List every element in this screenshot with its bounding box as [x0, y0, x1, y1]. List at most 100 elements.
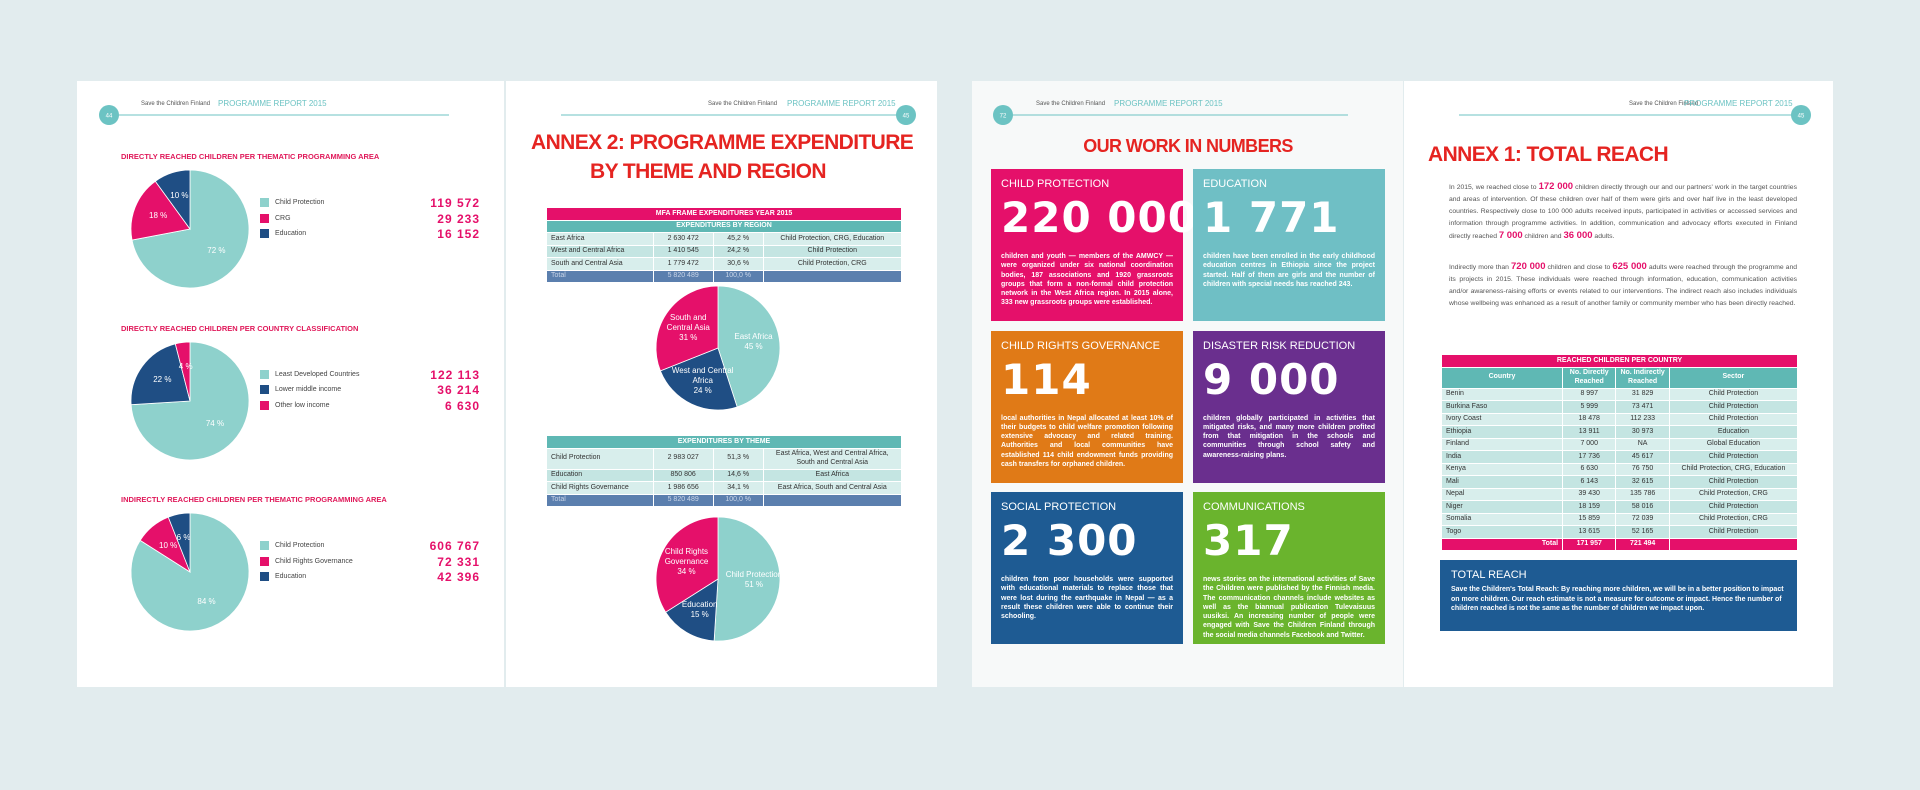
table-cell: 17 736 [1562, 450, 1617, 464]
table-header: No. Directly Reached [1562, 366, 1617, 389]
chart-title: DIRECTLY REACHED CHILDREN PER COUNTRY CL… [121, 323, 359, 333]
table-cell: 13 615 [1562, 525, 1617, 539]
table-total-cell [762, 493, 903, 507]
table-cell: 112 233 [1615, 412, 1670, 426]
legend-swatch [260, 400, 269, 410]
table-total-cell: 5 820 489 [652, 269, 714, 283]
table-cell: 14,6 % [712, 468, 764, 482]
page-number: 72 [1000, 114, 1007, 120]
table-cell: Togo [1440, 525, 1564, 539]
slice-percent: 4 % [178, 361, 193, 371]
legend-label: Least Developed Countries [275, 370, 360, 378]
pie-slice [130, 180, 191, 241]
table-total-cell: Total [1440, 537, 1564, 551]
page-title: ANNEX 1: TOTAL REACH [1428, 143, 1669, 166]
slice-label: West and Central Africa 24 % [672, 366, 734, 396]
legend-label: Child Rights Governance [275, 557, 353, 565]
pie-slice [154, 169, 191, 231]
page: 44 Save the Children Finland PROGRAMME REP… [77, 81, 504, 687]
page-title: OUR WORK IN NUMBERS [1083, 136, 1293, 156]
table-cell: 73 471 [1615, 400, 1670, 414]
slice-label: 84 % [197, 597, 215, 607]
table-cell: Child Protection, CRG [1668, 487, 1799, 501]
paragraph-text: children and [1522, 233, 1564, 240]
table-row: East Africa 2 630 472 45,2 % Child Protecti… [546, 232, 903, 246]
table-cell: Mali [1440, 475, 1564, 489]
table-title-row: MFA FRAME EXPENDITURES YEAR 2015 [546, 207, 902, 221]
table-cell: Finland [1440, 437, 1564, 451]
slice-label: 22 % [153, 375, 171, 385]
legend-swatch [260, 556, 269, 566]
table-cell: West and Central Africa [546, 244, 654, 258]
stat-tile: CHILD RIGHTS GOVERNANCE 114 local authorit… [991, 330, 1183, 483]
legend-label: Lower middle income [275, 386, 342, 393]
table-total-cell: 171 957 [1562, 537, 1617, 551]
legend-figure: 606 767 [429, 539, 480, 553]
header-report: PROGRAMME REPORT 2015 [218, 99, 327, 108]
legend-label: Child Protection [275, 199, 325, 206]
table-cell: 34,1 % [712, 481, 764, 495]
header-graphic: 44 [99, 105, 449, 125]
table-cell: 32 615 [1615, 475, 1670, 489]
table-cell: Ethiopia [1440, 425, 1564, 439]
table-cell: Ivory Coast [1440, 412, 1564, 426]
legend-figure: 119 572 [430, 196, 480, 210]
table-cell: 850 806 [652, 468, 714, 482]
slice-percent: 6 % [176, 533, 191, 543]
table-cell: Niger [1440, 500, 1564, 514]
legend-swatch [260, 541, 269, 550]
table-total-cell: 100,0 % [712, 269, 764, 283]
table-cell: Somalia [1440, 512, 1564, 526]
legend-swatch [260, 369, 269, 379]
table-row: Somalia 15 859 72 039 Child Protection, CRG [1440, 512, 1799, 526]
stat-tile: SOCIAL PROTECTION 2 300 children from poor… [991, 492, 1183, 644]
legend-swatch [260, 198, 269, 207]
table-row: Nepal 39 430 135 786 Child Protection, CRG [1440, 487, 1799, 501]
table-cell: 15 859 [1562, 512, 1617, 526]
slice-percent: 45 % [744, 342, 763, 352]
slice-percent: 22 % [153, 375, 172, 385]
pie-slice [130, 342, 191, 405]
slice-label: 18 % [149, 211, 167, 221]
table-cell: Child Protection [1668, 387, 1799, 401]
table-row: Ethiopia 13 911 30 973 Education [1440, 425, 1799, 439]
page-badge [99, 105, 119, 125]
slice-label: Child Rights Governance 34 % [655, 547, 717, 577]
tile-number: 114 [1001, 354, 1092, 404]
chart-title: DIRECTLY REACHED CHILDREN PER THEMATIC P… [121, 152, 380, 161]
highlight-number: 7 000 [1498, 230, 1523, 241]
slice-percent: 34 % [677, 566, 696, 576]
paragraph-text: adults were reached through the programm… [1449, 264, 1798, 307]
pie-slice [713, 516, 781, 642]
slice-label: 10 % [170, 191, 188, 201]
legend-figure: 72 331 [437, 554, 480, 569]
table-cell: India [1440, 450, 1564, 464]
pie-slice [655, 516, 719, 613]
table-row: West and Central Africa 1 410 545 24,2 % Ch… [546, 244, 903, 258]
table-cell: 2 983 027 [652, 447, 714, 470]
table-cell: 1 986 656 [652, 481, 714, 495]
table-cell: Child Protection [546, 447, 654, 470]
tile-heading: DISASTER RISK REDUCTION [1203, 339, 1356, 352]
legend-swatch [260, 229, 269, 238]
slice-percent: 51 % [744, 580, 764, 590]
table-title: REACHED CHILDREN PER COUNTRY [1441, 354, 1798, 368]
table-cell: 76 750 [1615, 462, 1670, 476]
legend-figure: 29 233 [437, 211, 480, 226]
header-graphic: 45 [1459, 105, 1811, 125]
table-title-row: REACHED CHILDREN PER COUNTRY [1441, 354, 1798, 368]
legend-figure: 36 214 [437, 383, 480, 397]
tile-heading: CHILD RIGHTS GOVERNANCE [1001, 339, 1160, 352]
slice-label: 72 % [207, 246, 225, 256]
box-heading: TOTAL REACH [1451, 569, 1527, 581]
stat-tile: DISASTER RISK REDUCTION 9 000 children glo… [1193, 330, 1385, 483]
page-number: 44 [106, 114, 113, 120]
legend-label: Education [275, 573, 307, 580]
paragraph-text: In 2015, we reached close to [1449, 184, 1539, 191]
table-cell: 2 630 472 [652, 232, 714, 246]
tile-number: 317 [1203, 516, 1294, 565]
tile-number: 220 000 [1001, 193, 1198, 242]
slice-percent: 10 % [170, 191, 189, 201]
highlight-number: 172 000 [1538, 181, 1574, 192]
table-cell: 58 016 [1615, 500, 1670, 514]
